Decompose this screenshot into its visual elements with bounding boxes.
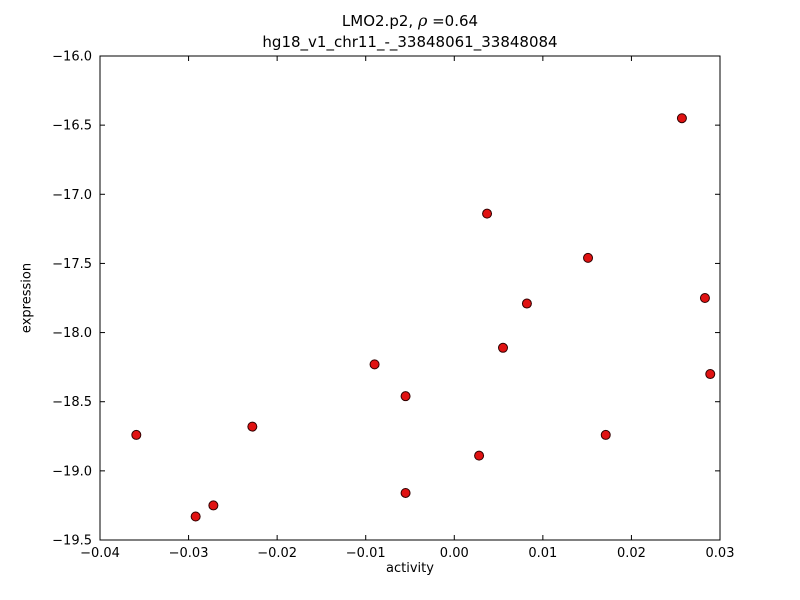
x-tick-label: 0.00 (440, 546, 469, 561)
chart-subtitle: hg18_v1_chr11_-_33848061_33848084 (262, 33, 558, 51)
y-tick-label: −19.0 (52, 464, 92, 479)
scatter-point (247, 421, 258, 432)
scatter-point (600, 429, 611, 440)
x-tick-label: −0.01 (346, 546, 386, 561)
scatter-point (369, 359, 380, 370)
scatter-point (400, 487, 411, 498)
y-tick-label: −18.5 (52, 395, 92, 410)
x-tick-label: 0.03 (706, 546, 735, 561)
scatter-point (190, 511, 201, 522)
scatter-point (699, 293, 710, 303)
chart-title-value: =0.64 (427, 12, 479, 30)
scatter-point (705, 369, 716, 380)
scatter-point (521, 298, 532, 309)
y-tick-label: −16.0 (52, 50, 92, 65)
x-tick-label: 0.01 (528, 546, 557, 561)
scatter-point (400, 391, 411, 402)
y-tick-label: −17.5 (52, 257, 92, 272)
scatter-point (498, 342, 508, 353)
scatter-point (482, 208, 493, 219)
y-axis-label: expression (19, 262, 35, 334)
y-tick-label: −19.5 (52, 534, 92, 549)
scatter-point (583, 252, 594, 263)
y-tick-label: −16.5 (52, 119, 92, 134)
x-tick-label: −0.03 (169, 546, 209, 561)
scatter-point (131, 429, 142, 440)
x-tick-label: −0.04 (80, 546, 120, 561)
chart-title: LMO2.p2, ρ =0.64 (100, 11, 720, 30)
y-tick-label: −17.0 (52, 188, 92, 203)
scatter-point (474, 450, 485, 461)
plot-border (99, 55, 721, 541)
rho-symbol: ρ (417, 11, 428, 30)
x-axis-label: activity (386, 561, 434, 576)
y-tick-label: −18.0 (52, 326, 92, 341)
chart-title-prefix: LMO2.p2, (341, 12, 418, 30)
scatter-point (208, 500, 219, 511)
scatter-point (676, 113, 687, 124)
x-tick-label: 0.02 (617, 546, 646, 561)
x-tick-label: −0.02 (257, 546, 297, 561)
